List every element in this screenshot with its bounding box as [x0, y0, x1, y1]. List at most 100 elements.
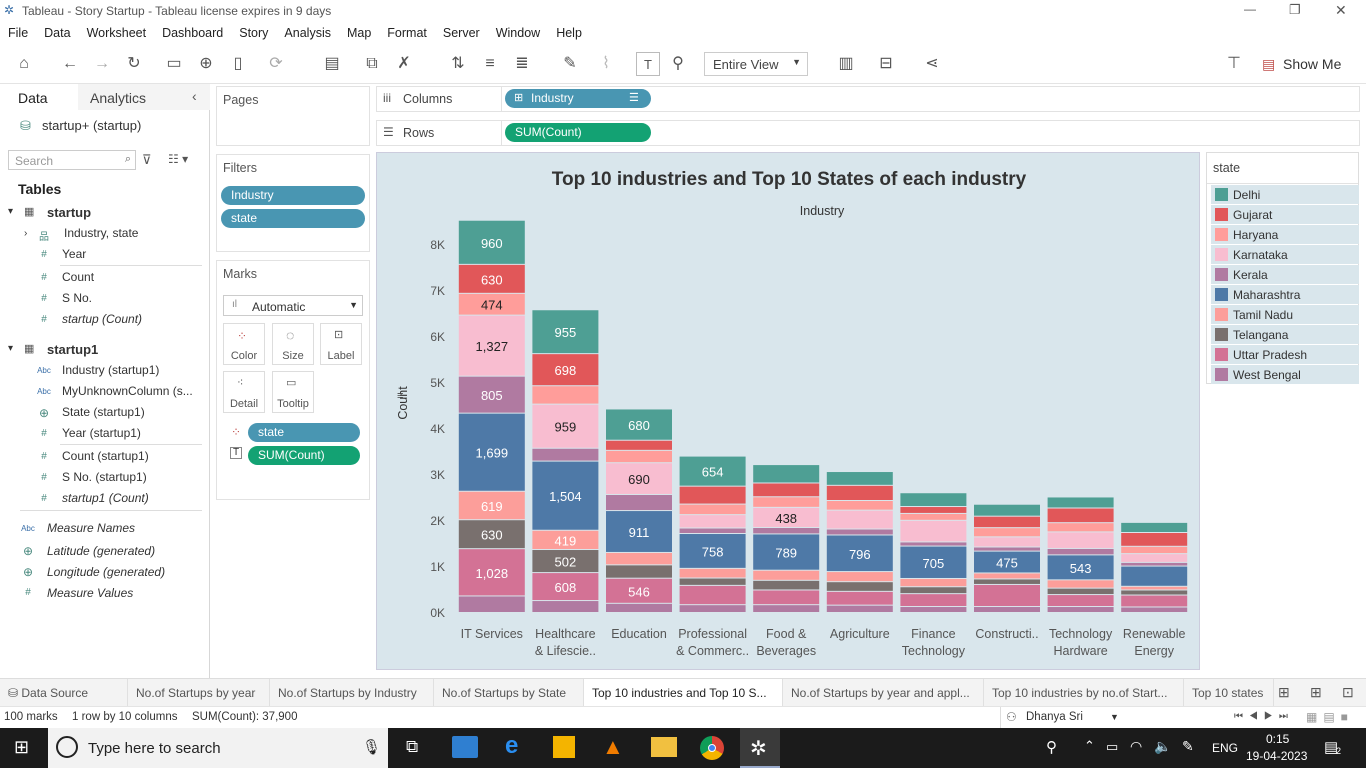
- legend-item[interactable]: Tamil Nadu: [1211, 305, 1359, 324]
- bar-segment[interactable]: [679, 578, 746, 585]
- menu-item[interactable]: Dashboard: [162, 26, 224, 40]
- expand-icon[interactable]: ›: [24, 228, 28, 239]
- table-startup[interactable]: startup: [47, 205, 92, 220]
- bar-segment[interactable]: [532, 550, 599, 573]
- field[interactable]: S No.: [62, 291, 93, 305]
- bar-segment[interactable]: [826, 510, 893, 529]
- bar-segment[interactable]: [974, 504, 1040, 516]
- pages-card[interactable]: Pages: [216, 86, 370, 146]
- share-icon[interactable]: ⋖: [925, 55, 939, 72]
- home-icon[interactable]: ⌂: [19, 55, 29, 72]
- bar-segment[interactable]: [606, 603, 672, 612]
- menu-item[interactable]: Analysis: [284, 26, 331, 40]
- tab-data[interactable]: Data: [0, 84, 78, 110]
- close-button[interactable]: ✕: [1335, 2, 1347, 18]
- bar-segment[interactable]: [606, 440, 672, 450]
- bar-segment[interactable]: [974, 547, 1040, 551]
- bar-segment[interactable]: [606, 450, 672, 463]
- bar-segment[interactable]: [826, 591, 893, 605]
- replace-data-icon[interactable]: ↻: [127, 55, 141, 72]
- field[interactable]: Industry, state: [64, 226, 139, 240]
- table-startup1[interactable]: startup1: [47, 342, 99, 357]
- clock-time[interactable]: 0:15: [1266, 732, 1290, 746]
- bar-segment[interactable]: [1047, 548, 1114, 555]
- sort-desc-icon[interactable]: ≣: [515, 55, 529, 72]
- filter-pill-state[interactable]: state: [221, 209, 365, 228]
- sort-icon[interactable]: ≡: [397, 390, 403, 402]
- legend-item[interactable]: Delhi: [1211, 185, 1359, 204]
- bar-segment[interactable]: [974, 579, 1040, 584]
- marks-card[interactable]: Marks ıl Automatic ▼ ⁘ Color ◌ Size ⊡ Label…: [216, 260, 370, 500]
- view-options-icon[interactable]: ☷ ▾: [168, 152, 189, 166]
- bar-segment[interactable]: [1047, 555, 1114, 580]
- bar-segment[interactable]: [458, 220, 525, 264]
- rows-shelf[interactable]: ☰ Rows SUM(Count): [376, 120, 1360, 146]
- pin-icon[interactable]: ⚲: [672, 55, 684, 72]
- bar-segment[interactable]: [458, 520, 525, 549]
- columns-shelf[interactable]: iii Columns Industry ⊞ ☰: [376, 86, 1360, 112]
- bar-segment[interactable]: [974, 584, 1040, 607]
- group-icon[interactable]: ⌇: [602, 55, 610, 72]
- bar-segment[interactable]: [679, 534, 746, 568]
- bar-segment[interactable]: [900, 578, 967, 587]
- bar-segment[interactable]: [1047, 532, 1114, 548]
- bar-segment[interactable]: [1121, 607, 1188, 612]
- tab-data-source[interactable]: ⛁ Data Source: [0, 679, 128, 707]
- bar-segment[interactable]: [532, 573, 599, 601]
- refresh-icon[interactable]: ⟳: [269, 55, 283, 72]
- bar-segment[interactable]: [753, 527, 820, 534]
- sheet-tab[interactable]: No.of Startups by year and appl...: [783, 679, 984, 707]
- fit-view-select[interactable]: Entire View ▼: [704, 52, 808, 76]
- bar-segment[interactable]: [679, 504, 746, 515]
- menu-item[interactable]: File: [8, 26, 29, 40]
- bar-segment[interactable]: [1121, 546, 1188, 554]
- bar-segment[interactable]: [900, 542, 967, 546]
- bar-segment[interactable]: [974, 573, 1040, 579]
- expand-icon[interactable]: ▾: [8, 343, 14, 354]
- columns-pill-industry[interactable]: Industry: [505, 89, 651, 108]
- legend-item[interactable]: Maharashtra: [1211, 285, 1359, 304]
- sheet-tab[interactable]: No.of Startups by year: [128, 679, 270, 707]
- sheet-tab[interactable]: No.of Startups by Industry: [270, 679, 434, 707]
- bar-segment[interactable]: [753, 497, 820, 507]
- duplicate-sheet-icon[interactable]: ⧉: [366, 55, 378, 72]
- notifications-icon[interactable]: ▤: [1324, 739, 1339, 756]
- bar-segment[interactable]: [1047, 497, 1114, 508]
- highlight-icon[interactable]: ✎: [563, 55, 577, 72]
- restore-button[interactable]: ❐: [1289, 2, 1301, 17]
- bar-segment[interactable]: [1121, 562, 1188, 566]
- show-labels-icon[interactable]: T: [636, 52, 660, 76]
- bar-segment[interactable]: [458, 376, 525, 413]
- new-story-icon[interactable]: ⊡: [1342, 684, 1354, 700]
- tab-analytics[interactable]: Analytics ‹: [78, 84, 210, 110]
- filters-card[interactable]: Filters Industry state: [216, 154, 370, 252]
- new-worksheet-icon[interactable]: ⊞: [1278, 684, 1290, 700]
- bar-segment[interactable]: [532, 530, 599, 550]
- menu-item[interactable]: Worksheet: [86, 26, 147, 40]
- bar-segment[interactable]: [606, 494, 672, 511]
- bar-segment[interactable]: [753, 580, 820, 590]
- bar-segment[interactable]: [1047, 588, 1114, 595]
- show-me-button[interactable]: Show Me: [1283, 56, 1342, 72]
- menu-item[interactable]: Map: [346, 26, 372, 40]
- bar-segment[interactable]: [1121, 554, 1188, 562]
- redo-icon[interactable]: →: [94, 55, 110, 72]
- menu-item[interactable]: Data: [44, 26, 71, 40]
- bar-segment[interactable]: [1121, 522, 1188, 532]
- menu-item[interactable]: Help: [556, 26, 582, 40]
- bar-segment[interactable]: [900, 546, 967, 578]
- field[interactable]: MyUnknownColumn (s...: [62, 384, 193, 398]
- chevron-down-icon[interactable]: ▼: [1110, 712, 1119, 722]
- filter-pill-industry[interactable]: Industry: [221, 186, 365, 205]
- bar-segment[interactable]: [900, 513, 967, 520]
- filter-icon[interactable]: ⊽: [142, 152, 152, 167]
- new-datasource-icon[interactable]: ⊕: [199, 55, 213, 72]
- bar-segment[interactable]: [900, 607, 967, 612]
- legend-item[interactable]: Gujarat: [1211, 205, 1359, 224]
- bar-segment[interactable]: [974, 516, 1040, 528]
- bar-segment[interactable]: [606, 463, 672, 494]
- field[interactable]: startup (Count): [62, 312, 143, 326]
- tooltip-button[interactable]: ▭ Tooltip: [272, 371, 314, 413]
- legend-item[interactable]: Haryana: [1211, 225, 1359, 244]
- field[interactable]: Latitude (generated): [47, 544, 156, 558]
